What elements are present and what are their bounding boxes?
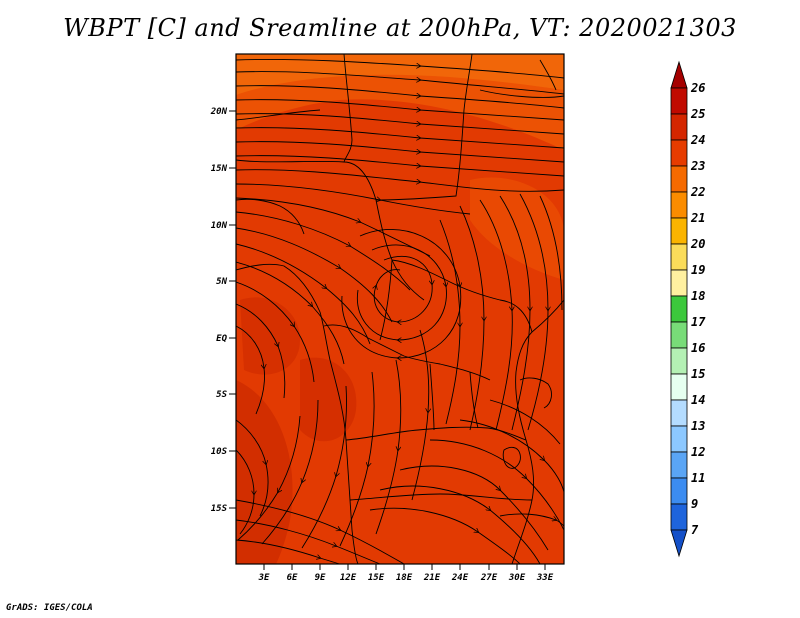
lon-tick-9E: 9E [315,573,326,583]
wbpt-field-east-patch [470,177,564,280]
colorbar-label-13: 13 [691,419,705,433]
colorbar-segment [670,425,688,453]
lon-tick-30E: 30E [508,573,526,583]
colorbar-label-20: 20 [690,237,705,251]
colorbar-segment [670,321,688,349]
colorbar-segment [670,477,688,505]
lat-tick-10N: 10N [211,221,228,231]
coastlines-borders [236,54,564,564]
colorbar-label-11: 11 [691,471,705,485]
wbpt-field-north-edge [236,54,564,95]
colorbar-label-7: 7 [691,523,699,537]
colorbar-label-9: 9 [691,497,698,511]
lat-axis: 20N 15N 10N 5N EQ 5S 10S 15S [210,107,236,514]
colorbar-label-16: 16 [691,341,705,355]
colorbar-segment [670,60,688,89]
colorbar-segment [670,191,688,219]
lon-tick-3E: 3E [258,573,270,583]
colorbar-segment [670,87,688,115]
wbpt-field-west-patch [240,297,300,375]
streamlines [236,59,564,564]
colorbar-segment [670,113,688,141]
lon-tick-15E: 15E [368,573,385,583]
colorbar-segment [670,503,688,531]
lon-axis: 3E 6E 9E 12E 15E 18E 21E 24E 27E 30E 33E [258,564,554,583]
map-frame [235,53,565,565]
lat-tick-20N: 20N [210,107,228,117]
colorbar-label-17: 17 [691,315,706,329]
colorbar-segment [670,399,688,427]
colorbar-label-21: 21 [690,211,705,225]
colorbar-label-19: 19 [691,263,705,277]
lon-tick-21E: 21E [423,573,441,583]
colorbar-segment [670,243,688,271]
colorbar-label-14: 14 [691,393,705,407]
colorbar-label-18: 18 [691,289,705,303]
lon-tick-24E: 24E [451,573,469,583]
colorbar-segment [670,139,688,167]
wbpt-field-central-patch [300,357,357,442]
lat-tick-10S: 10S [211,447,228,457]
colorbar-label-15: 15 [691,367,705,381]
lon-tick-18E: 18E [396,573,413,583]
lat-tick-15S: 15S [211,504,228,514]
colorbar-segment [670,373,688,401]
colorbar-segment [670,347,688,375]
colorbar-segment [670,529,688,558]
map-panel [236,54,564,564]
colorbar-labels: 26 25 24 23 22 21 20 19 18 17 16 15 14 1… [690,81,706,537]
colorbar-segment [670,295,688,323]
wbpt-field-south-patch [236,380,293,564]
lat-tick-5S: 5S [216,390,227,400]
colorbar-label-25: 25 [690,107,705,121]
colorbar [670,60,688,558]
lat-tick-5N: 5N [216,277,227,287]
lat-tick-15N: 15N [211,164,228,174]
lon-tick-27E: 27E [480,573,498,583]
colorbar-label-12: 12 [691,445,705,459]
colorbar-segment [670,451,688,479]
colorbar-label-26: 26 [690,81,705,95]
lon-tick-12E: 12E [340,573,357,583]
colorbar-segment [670,217,688,245]
grads-credit: GrADS: IGES/COLA [6,603,93,613]
colorbar-segment [670,269,688,297]
figure-title: WBPT [C] and Sreamline at 200hPa, VT: 20… [63,14,737,42]
lat-tick-EQ: EQ [216,334,227,344]
lon-tick-6E: 6E [287,573,298,583]
colorbar-label-23: 23 [690,159,705,173]
colorbar-label-24: 24 [690,133,705,147]
lon-tick-33E: 33E [536,573,554,583]
colorbar-segment [670,165,688,193]
colorbar-label-22: 22 [690,185,705,199]
